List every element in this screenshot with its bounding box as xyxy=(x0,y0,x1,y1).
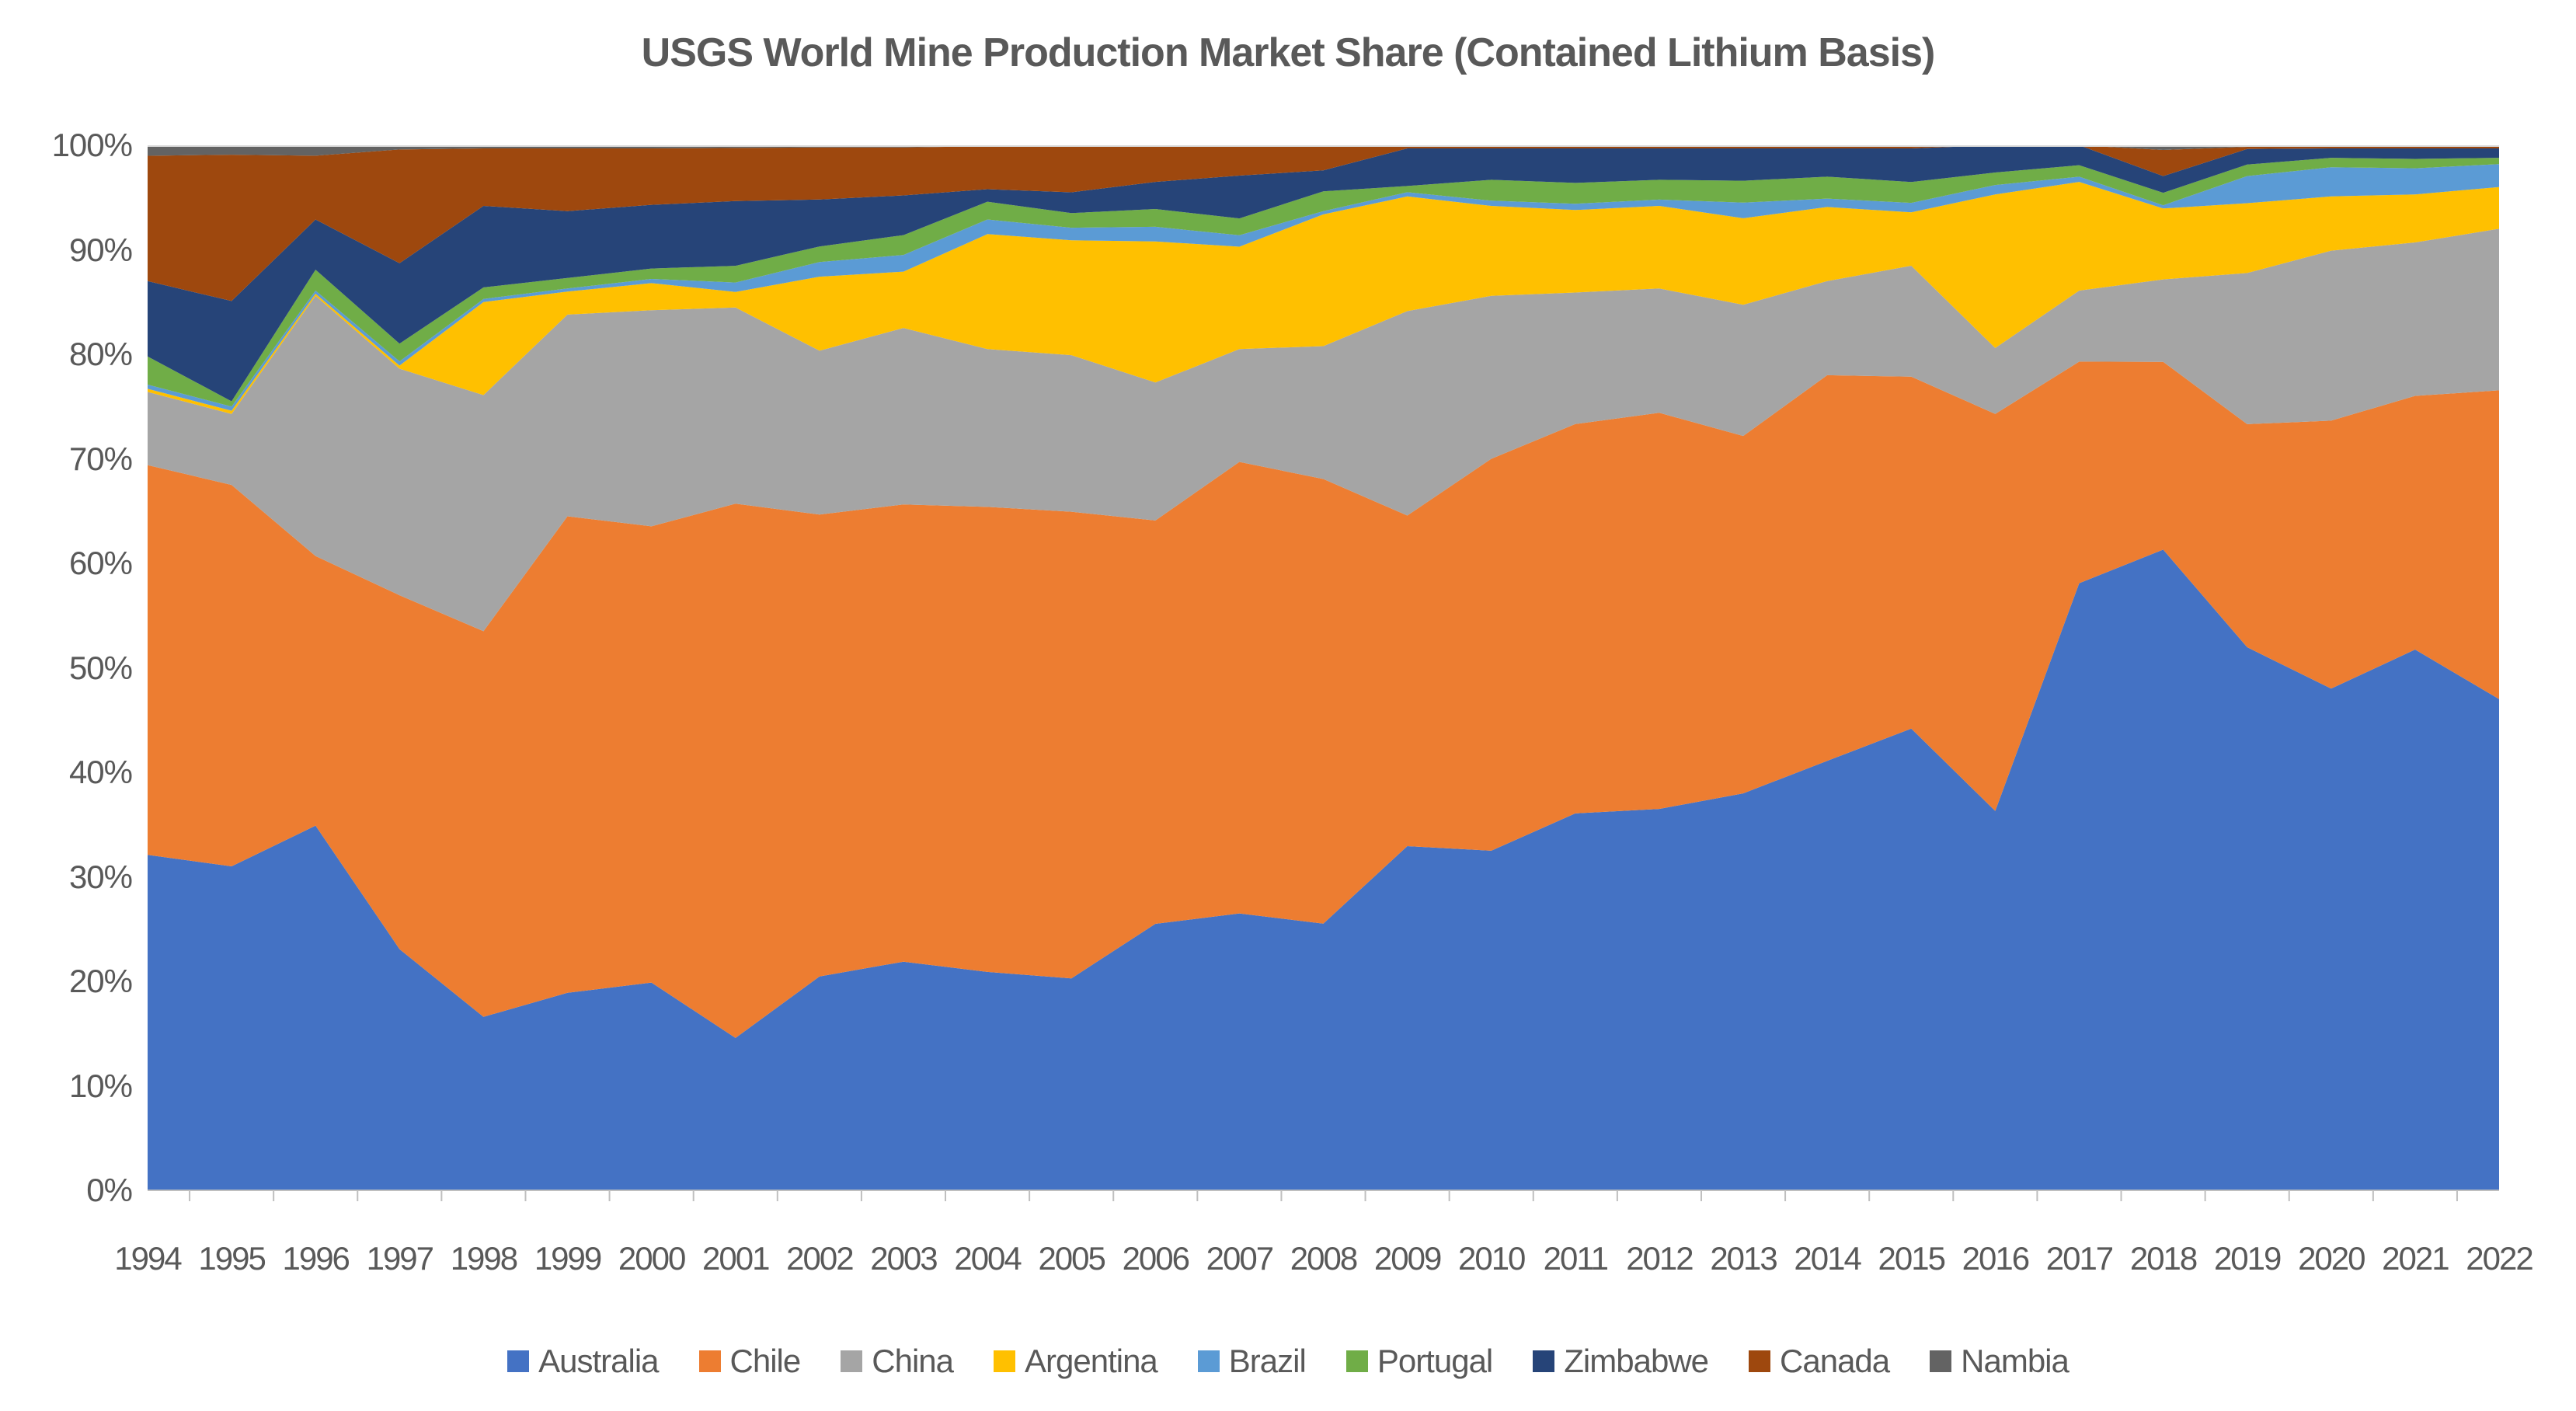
y-tick-label: 100% xyxy=(51,127,133,163)
x-tick-label: 1997 xyxy=(366,1240,434,1277)
legend-label: Canada xyxy=(1780,1343,1890,1379)
x-tick-label: 1996 xyxy=(282,1240,350,1277)
x-tick-label: 2014 xyxy=(1794,1240,1861,1277)
legend-swatch-icon xyxy=(1197,1350,1220,1372)
x-tick-label: 1995 xyxy=(198,1240,266,1277)
y-tick-label: 90% xyxy=(68,231,133,268)
series-band-argentina xyxy=(148,182,2499,414)
legend-label: Nambia xyxy=(1961,1343,2070,1379)
y-tick-label: 70% xyxy=(68,440,133,477)
legend-label: Zimbabwe xyxy=(1564,1343,1709,1379)
legend-label: China xyxy=(872,1343,954,1379)
legend-swatch-icon xyxy=(1749,1350,1771,1372)
y-tick-label: 60% xyxy=(68,545,133,581)
x-tick-label: 2019 xyxy=(2213,1240,2282,1277)
x-tick-label: 1998 xyxy=(450,1240,518,1277)
series-band-chile xyxy=(148,361,2499,1038)
series-band-china xyxy=(148,228,2499,632)
x-tick-label: 2000 xyxy=(618,1240,686,1277)
legend-swatch-icon xyxy=(698,1350,721,1372)
legend-label: Brazil xyxy=(1228,1343,1307,1379)
x-tick-label: 2009 xyxy=(1373,1240,1442,1277)
legend-swatch-icon xyxy=(507,1350,530,1372)
x-tick-label: 2001 xyxy=(702,1240,770,1277)
x-tick-label: 2008 xyxy=(1290,1240,1358,1277)
legend-item-argentina: Argentina xyxy=(994,1343,1158,1380)
y-tick-label: 30% xyxy=(68,858,133,895)
x-tick-label: 2010 xyxy=(1457,1240,1526,1277)
x-tick-label: 2022 xyxy=(2466,1240,2533,1277)
stacked-area-plot xyxy=(148,145,2499,1201)
legend-swatch-icon xyxy=(841,1350,863,1372)
series-band-portugal xyxy=(148,158,2499,407)
legend-label: Portugal xyxy=(1377,1343,1493,1379)
legend-label: Chile xyxy=(729,1343,802,1379)
x-tick-label: 2005 xyxy=(1038,1240,1105,1277)
x-tick-label: 2021 xyxy=(2382,1240,2449,1277)
x-tick-label: 2012 xyxy=(1626,1240,1694,1277)
legend: Australia Chile China Argentina Brazil Portug… xyxy=(0,1343,2576,1380)
legend-item-zimbabwe: Zimbabwe xyxy=(1533,1343,1709,1380)
series-band-zimbabwe xyxy=(148,145,2499,402)
legend-swatch-icon xyxy=(1345,1350,1368,1372)
legend-label: Australia xyxy=(538,1343,659,1379)
legend-swatch-icon xyxy=(994,1350,1015,1372)
series-band-canada xyxy=(148,145,2499,301)
x-tick-label: 2002 xyxy=(786,1240,854,1277)
legend-item-australia: Australia xyxy=(507,1343,660,1380)
x-tick-label: 1999 xyxy=(534,1240,602,1277)
series-band-nambia xyxy=(148,145,2499,156)
y-tick-label: 40% xyxy=(68,754,133,790)
x-tick-label: 2013 xyxy=(1710,1240,1777,1277)
x-tick-label: 2015 xyxy=(1878,1240,1946,1277)
legend-swatch-icon xyxy=(1930,1350,1952,1372)
x-tick-label: 2003 xyxy=(870,1240,938,1277)
x-tick-label: 2016 xyxy=(1962,1240,2030,1277)
legend-swatch-icon xyxy=(1533,1350,1555,1372)
plot-area xyxy=(148,145,2499,1201)
legend-item-china: China xyxy=(841,1343,954,1380)
y-tick-label: 50% xyxy=(68,649,133,686)
y-tick-label: 10% xyxy=(68,1067,133,1104)
chart-title: USGS World Mine Production Market Share … xyxy=(641,30,1936,75)
x-tick-label: 2020 xyxy=(2298,1240,2365,1277)
x-tick-label: 2007 xyxy=(1206,1240,1274,1277)
x-tick-label: 2011 xyxy=(1543,1240,1609,1277)
legend-item-brazil: Brazil xyxy=(1197,1343,1307,1380)
x-tick-label: 2017 xyxy=(2045,1240,2114,1277)
legend-item-chile: Chile xyxy=(698,1343,802,1380)
y-tick-label: 80% xyxy=(68,336,133,372)
y-tick-label: 20% xyxy=(68,963,133,999)
series-band-australia xyxy=(148,549,2499,1190)
x-tick-label: 2004 xyxy=(954,1240,1022,1277)
legend-item-canada: Canada xyxy=(1749,1343,1890,1380)
legend-label: Argentina xyxy=(1025,1343,1158,1379)
legend-item-nambia: Nambia xyxy=(1930,1343,2070,1380)
x-tick-label: 2018 xyxy=(2129,1240,2198,1277)
legend-item-portugal: Portugal xyxy=(1345,1343,1493,1380)
x-tick-label: 2006 xyxy=(1122,1240,1190,1277)
y-tick-label: 0% xyxy=(86,1172,133,1208)
series-band-brazil xyxy=(148,164,2499,411)
x-tick-label: 1994 xyxy=(114,1240,182,1277)
